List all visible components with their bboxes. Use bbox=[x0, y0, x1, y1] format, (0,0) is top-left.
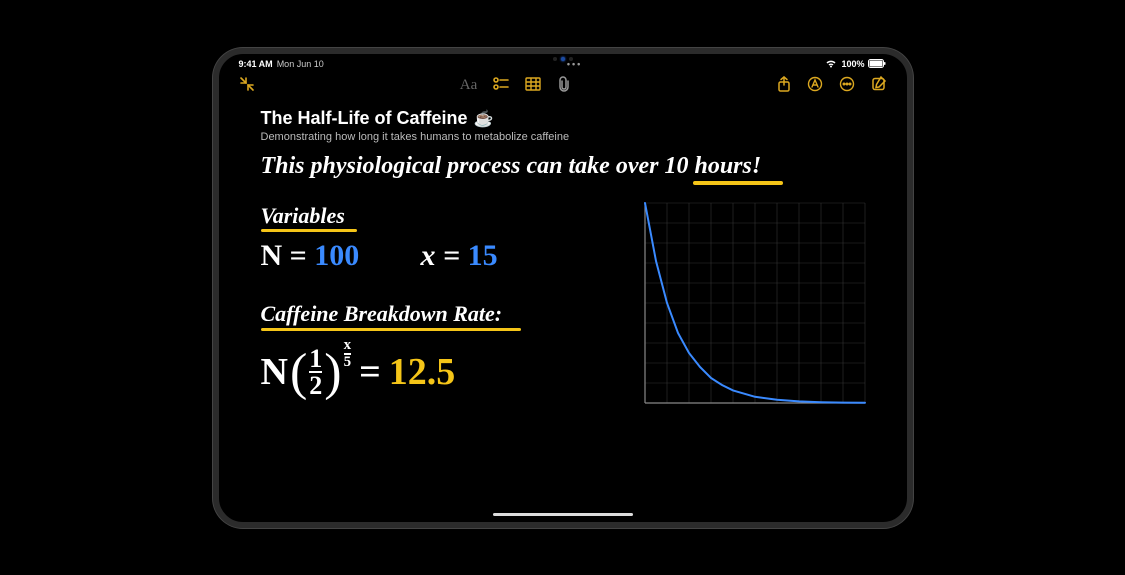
table-icon[interactable] bbox=[525, 77, 541, 95]
variables-underline bbox=[261, 229, 357, 232]
share-icon[interactable] bbox=[777, 76, 791, 96]
section-rate: Caffeine Breakdown Rate: bbox=[261, 301, 503, 327]
var-x-value: 15 bbox=[468, 239, 498, 272]
headline-underline bbox=[693, 181, 783, 185]
paren-close: ) bbox=[324, 343, 341, 402]
coffee-emoji-icon: ☕ bbox=[474, 109, 494, 129]
collapse-icon[interactable] bbox=[239, 76, 255, 96]
home-indicator[interactable] bbox=[493, 513, 633, 516]
status-date: Mon Jun 10 bbox=[277, 59, 324, 69]
fraction-half: 1 2 bbox=[309, 347, 322, 398]
note-content: The Half-Life of Caffeine ☕ Demonstratin… bbox=[219, 104, 907, 503]
note-subtitle: Demonstrating how long it takes humans t… bbox=[261, 131, 865, 143]
markup-icon[interactable] bbox=[807, 76, 823, 96]
battery-pct: 100% bbox=[841, 59, 864, 69]
status-time: 9:41 AM bbox=[239, 59, 273, 69]
var-x: x = 15 bbox=[421, 239, 498, 273]
text-format-icon[interactable]: Aa bbox=[460, 77, 478, 94]
headline-emphasis: 10 hours bbox=[664, 153, 751, 179]
decay-graph bbox=[615, 193, 875, 423]
var-n: N = 100 bbox=[261, 239, 360, 273]
toolbar: Aa bbox=[219, 72, 907, 104]
ipad-device-frame: 9:41 AM Mon Jun 10 ••• 100% Aa bbox=[213, 48, 913, 528]
var-n-value: 100 bbox=[314, 239, 359, 272]
exponent: x 5 bbox=[344, 339, 352, 370]
front-camera bbox=[543, 57, 583, 62]
compose-icon[interactable] bbox=[871, 76, 887, 96]
formula: N ( 1 2 ) x 5 = 12.5 bbox=[261, 343, 456, 402]
battery-icon bbox=[868, 59, 886, 70]
handwriting-canvas[interactable]: This physiological process can take over… bbox=[261, 153, 865, 503]
more-icon[interactable] bbox=[839, 76, 855, 96]
formula-result: 12.5 bbox=[389, 350, 456, 394]
checklist-icon[interactable] bbox=[493, 77, 509, 95]
paren-open: ( bbox=[290, 343, 307, 402]
headline-text: This physiological process can take over… bbox=[261, 153, 762, 180]
wifi-icon bbox=[825, 59, 837, 70]
section-variables: Variables bbox=[261, 203, 345, 229]
rate-underline bbox=[261, 328, 521, 331]
note-title: The Half-Life of Caffeine bbox=[261, 108, 468, 129]
attachment-icon[interactable] bbox=[557, 76, 571, 96]
